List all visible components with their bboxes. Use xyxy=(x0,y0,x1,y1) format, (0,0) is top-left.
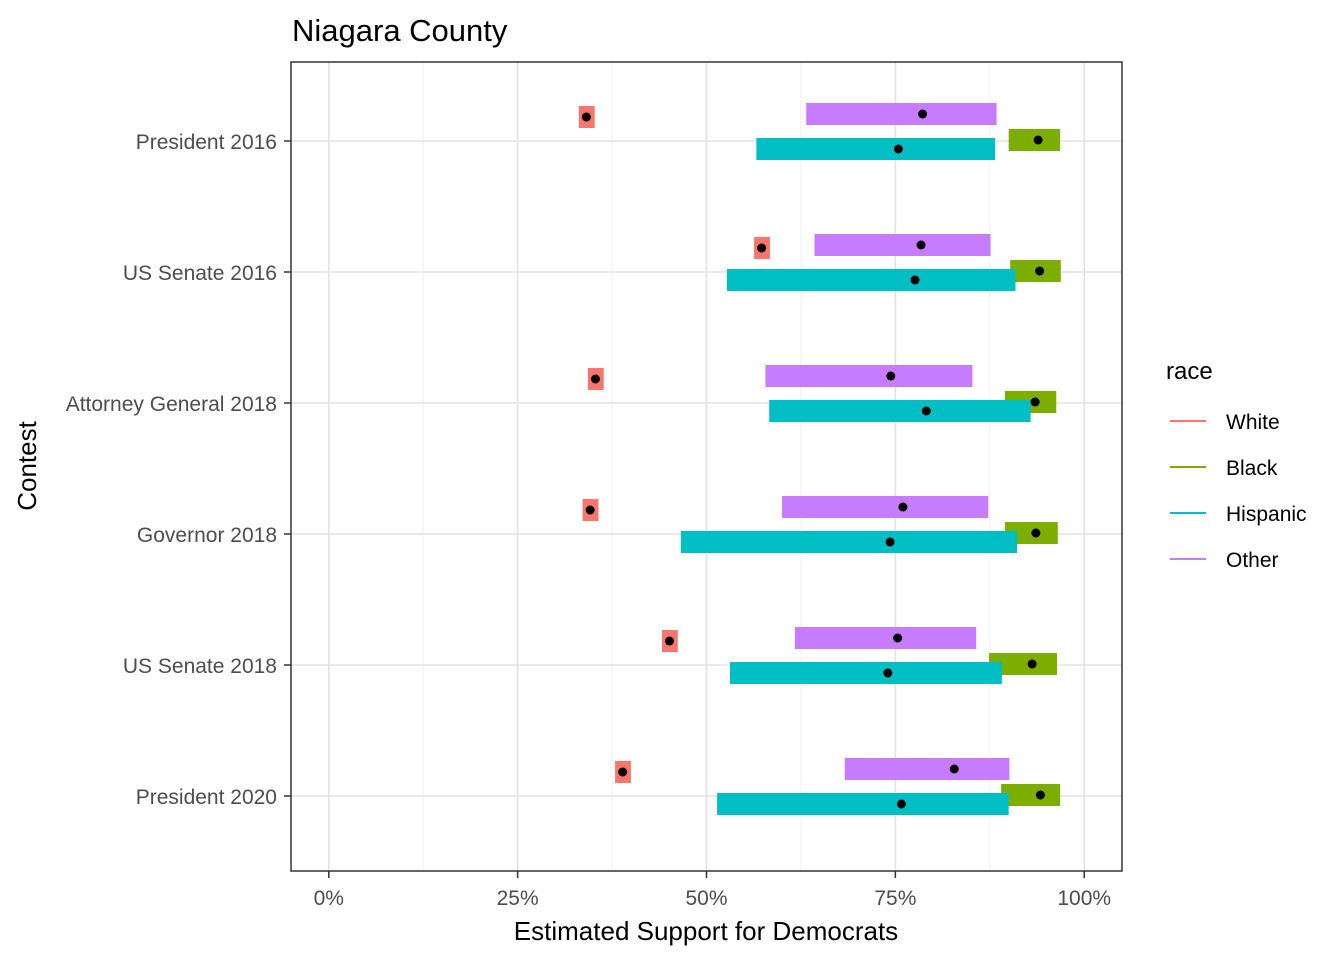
x-tick-label: 50% xyxy=(685,887,727,910)
legend-label-black: Black xyxy=(1226,457,1278,480)
estimate-point-black xyxy=(1027,659,1037,669)
legend-label-other: Other xyxy=(1226,549,1279,572)
x-axis: 0% 25% 50% 75% 100% xyxy=(314,871,1111,910)
estimate-point-white xyxy=(618,767,628,777)
legend: race White Black Hispanic Other xyxy=(1166,358,1307,572)
estimate-point-other xyxy=(916,240,926,250)
estimate-point-black xyxy=(1035,790,1045,800)
range-bars xyxy=(578,103,1061,815)
range-bar-other xyxy=(794,627,977,649)
estimate-point-white xyxy=(581,112,591,122)
y-tick-label: US Senate 2018 xyxy=(123,655,277,678)
estimate-point-hispanic xyxy=(896,799,906,809)
x-tick-label: 75% xyxy=(874,887,916,910)
range-bar-other xyxy=(782,496,989,518)
legend-title: race xyxy=(1166,358,1213,385)
range-bar-hispanic xyxy=(756,138,996,160)
estimate-point-hispanic xyxy=(885,537,895,547)
range-bar-hispanic xyxy=(680,531,1017,553)
y-tick-label: US Senate 2016 xyxy=(123,262,277,285)
y-tick-label: President 2016 xyxy=(136,131,277,154)
range-bar-black xyxy=(1004,522,1058,544)
estimate-point-hispanic xyxy=(921,406,931,416)
estimate-point-white xyxy=(757,243,767,253)
estimate-point-other xyxy=(886,371,896,381)
legend-label-hispanic: Hispanic xyxy=(1226,503,1307,526)
range-bar-black xyxy=(989,653,1058,675)
estimate-point-black xyxy=(1033,135,1043,145)
range-bar-hispanic xyxy=(769,400,1031,422)
estimate-point-black xyxy=(1030,397,1040,407)
y-axis: President 2016 US Senate 2016 Attorney Gen… xyxy=(66,131,291,809)
grid xyxy=(291,62,1122,871)
estimate-point-other xyxy=(893,633,903,643)
x-axis-label: Estimated Support for Democrats xyxy=(514,916,898,946)
y-tick-label: Governor 2018 xyxy=(137,524,277,547)
range-bar-other xyxy=(814,234,991,256)
range-bar-other xyxy=(844,758,1010,780)
estimate-point-white xyxy=(664,636,674,646)
chart-title: Niagara County xyxy=(292,13,508,48)
y-axis-label: Contest xyxy=(12,420,42,510)
estimate-point-black xyxy=(1035,266,1045,276)
estimate-point-white xyxy=(590,374,600,384)
legend-label-white: White xyxy=(1226,411,1280,434)
estimate-point-other xyxy=(949,764,959,774)
estimate-point-other xyxy=(918,109,928,119)
range-bar-other xyxy=(806,103,997,125)
range-bar-hispanic xyxy=(726,269,1016,291)
range-bar-black xyxy=(1001,784,1061,806)
y-tick-label: President 2020 xyxy=(136,786,277,809)
y-tick-label: Attorney General 2018 xyxy=(66,393,277,416)
estimate-points xyxy=(581,109,1045,809)
estimate-point-white xyxy=(585,505,595,515)
range-bar-hispanic xyxy=(729,662,1002,684)
estimate-point-hispanic xyxy=(883,668,893,678)
estimate-point-other xyxy=(898,502,908,512)
range-bar-hispanic xyxy=(717,793,1009,815)
estimate-point-black xyxy=(1031,528,1041,538)
x-tick-label: 100% xyxy=(1057,887,1111,910)
x-tick-label: 0% xyxy=(314,887,344,910)
estimate-point-hispanic xyxy=(893,144,903,154)
range-bar-other xyxy=(765,365,973,387)
estimate-point-hispanic xyxy=(910,275,920,285)
x-tick-label: 25% xyxy=(497,887,539,910)
